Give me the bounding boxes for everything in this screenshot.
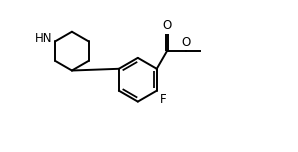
Text: F: F xyxy=(160,93,166,106)
Text: O: O xyxy=(181,36,190,49)
Text: O: O xyxy=(162,19,172,32)
Text: HN: HN xyxy=(35,32,52,45)
